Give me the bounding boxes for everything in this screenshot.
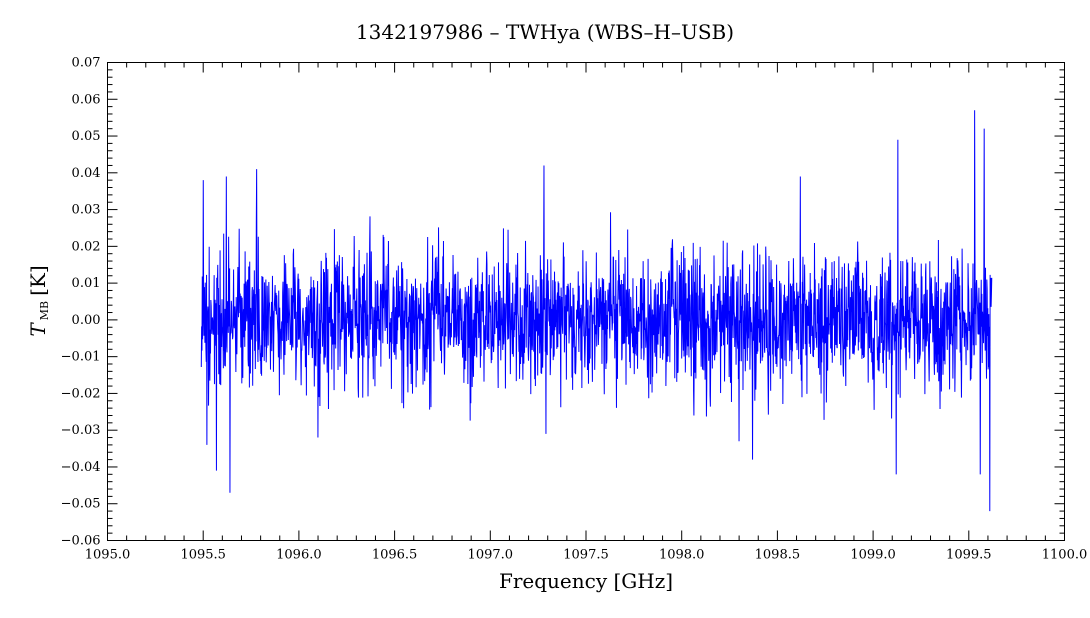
x-tick-label: 1098.0 [659, 548, 705, 563]
x-tick-label: 1099.0 [850, 548, 896, 563]
y-tick-label: 0.07 [72, 56, 101, 71]
y-tick-label: 0.06 [72, 92, 101, 107]
x-tick-label: 1097.0 [468, 548, 514, 563]
chart-title: 1342197986 – TWHya (WBS–H–USB) [356, 20, 734, 44]
y-tick-label: 0.01 [72, 276, 101, 291]
x-tick-label: 1095.0 [85, 548, 131, 563]
y-tick-label: −0.01 [61, 350, 101, 365]
x-tick-label: 1095.5 [180, 548, 226, 563]
plot-area [107, 62, 1065, 541]
y-tick-label: 0.05 [72, 129, 101, 144]
y-axis-label-subscript: MB [38, 301, 51, 320]
y-tick-label: −0.03 [61, 423, 101, 438]
x-tick-label: 1096.0 [276, 548, 322, 563]
y-tick-label: −0.06 [61, 534, 101, 549]
y-tick-label: −0.05 [61, 497, 101, 512]
y-axis-label: T MB [K] [26, 265, 51, 336]
y-axis-label-symbol: T [26, 322, 50, 337]
x-tick-label: 1098.5 [755, 548, 801, 563]
y-axis-ticks: −0.06 −0.05 −0.04 −0.03 −0.02 −0.01 0.00 0.01 0.… [61, 56, 1065, 549]
spectrum-series-line [200, 110, 993, 512]
y-tick-label: −0.04 [61, 460, 101, 475]
x-tick-label: 1096.5 [372, 548, 418, 563]
x-tick-label: 1097.5 [563, 548, 609, 563]
x-tick-label: 1100.0 [1042, 548, 1088, 563]
y-axis-label-unit: [K] [26, 265, 50, 296]
y-tick-label: 0.02 [72, 239, 101, 254]
y-tick-label: 0.00 [72, 313, 101, 328]
x-axis-label: Frequency [GHz] [499, 569, 673, 593]
y-tick-label: −0.02 [61, 386, 101, 401]
y-tick-label: 0.04 [72, 166, 101, 181]
x-tick-label: 1099.5 [946, 548, 992, 563]
x-axis-ticks: 1095.0 1095.5 1096.0 1096.5 1097.0 1097.5 1098… [85, 62, 1088, 563]
y-tick-label: 0.03 [72, 203, 101, 218]
